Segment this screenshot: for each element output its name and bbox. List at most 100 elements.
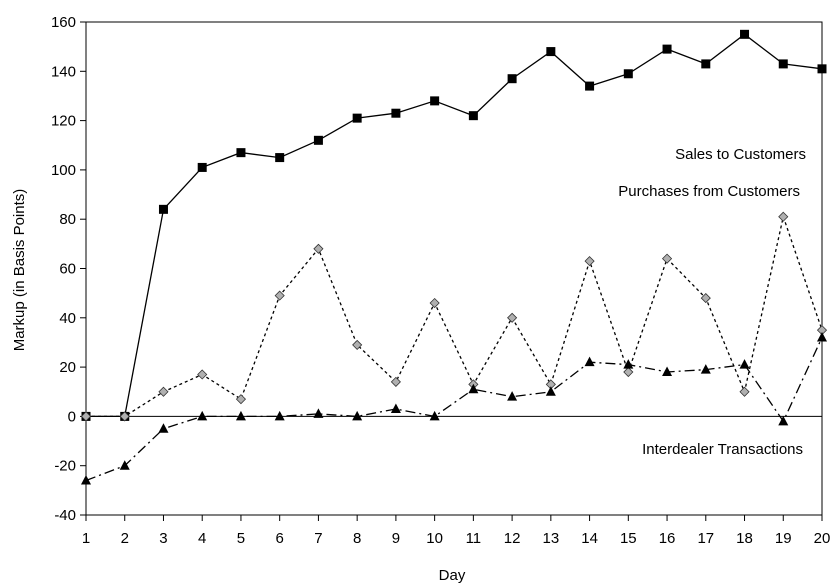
x-tick-label: 11 bbox=[466, 530, 482, 547]
x-tick-label: 8 bbox=[353, 530, 361, 547]
y-tick-label: 80 bbox=[59, 211, 76, 228]
data-point-purchases-from-customers bbox=[235, 394, 247, 405]
y-tick-label: 20 bbox=[59, 359, 76, 376]
y-tick-label: -20 bbox=[54, 458, 76, 475]
series-purchases-from-customers bbox=[80, 211, 828, 422]
data-point-sales-to-customers bbox=[197, 162, 207, 172]
data-point-interdealer-transactions bbox=[429, 410, 440, 421]
x-tick-label: 7 bbox=[314, 530, 322, 547]
data-point-interdealer-transactions bbox=[739, 359, 750, 369]
data-point-purchases-from-customers bbox=[778, 211, 789, 222]
x-tick-label: 3 bbox=[159, 530, 167, 547]
data-point-interdealer-transactions bbox=[584, 356, 595, 367]
data-point-interdealer-transactions bbox=[119, 460, 130, 470]
series-line-interdealer-transactions bbox=[85, 337, 823, 482]
data-point-purchases-from-customers bbox=[119, 411, 130, 422]
x-tick-label: 6 bbox=[276, 530, 284, 547]
y-tick-label: 160 bbox=[51, 14, 76, 31]
y-axis-ticks: -40 -20 0 20 40 60 80 100 120 140 160 bbox=[51, 14, 86, 524]
y-axis-title: Markup (in Basis Points) bbox=[11, 189, 28, 352]
x-tick-label: 12 bbox=[504, 530, 521, 547]
data-point-interdealer-transactions bbox=[274, 410, 285, 421]
x-tick-label: 4 bbox=[198, 530, 206, 547]
x-tick-label: 17 bbox=[697, 530, 714, 547]
data-point-purchases-from-customers bbox=[429, 297, 440, 309]
x-axis-title: Day bbox=[439, 567, 466, 584]
data-point-purchases-from-customers bbox=[80, 411, 92, 422]
series-sales-to-customers bbox=[81, 29, 827, 421]
y-tick-label: 60 bbox=[59, 261, 76, 278]
data-point-sales-to-customers bbox=[313, 135, 323, 145]
data-point-sales-to-customers bbox=[352, 113, 362, 123]
x-tick-label: 1 bbox=[82, 530, 90, 547]
data-point-sales-to-customers bbox=[740, 29, 750, 39]
y-tick-label: 0 bbox=[68, 408, 76, 425]
data-point-interdealer-transactions bbox=[390, 403, 401, 414]
data-point-sales-to-customers bbox=[701, 59, 711, 69]
data-point-purchases-from-customers bbox=[661, 253, 673, 264]
data-point-interdealer-transactions bbox=[700, 364, 711, 374]
data-point-interdealer-transactions bbox=[158, 423, 169, 433]
data-point-sales-to-customers bbox=[585, 81, 595, 91]
data-point-sales-to-customers bbox=[468, 111, 478, 121]
data-point-sales-to-customers bbox=[817, 64, 827, 74]
data-point-interdealer-transactions bbox=[545, 386, 556, 396]
x-tick-label: 13 bbox=[542, 530, 559, 547]
data-point-purchases-from-customers bbox=[739, 386, 750, 397]
data-point-sales-to-customers bbox=[275, 153, 285, 163]
y-tick-label: 120 bbox=[51, 113, 76, 130]
x-tick-label: 5 bbox=[237, 530, 245, 547]
data-point-interdealer-transactions bbox=[352, 410, 363, 421]
data-point-sales-to-customers bbox=[430, 96, 440, 106]
y-tick-label: 100 bbox=[51, 162, 76, 179]
data-point-sales-to-customers bbox=[236, 148, 246, 158]
data-point-sales-to-customers bbox=[507, 74, 517, 84]
data-point-sales-to-customers bbox=[546, 47, 556, 57]
data-point-interdealer-transactions bbox=[468, 383, 479, 394]
series-interdealer-transactions bbox=[81, 332, 827, 485]
x-tick-label: 2 bbox=[121, 530, 129, 547]
x-tick-label: 16 bbox=[659, 530, 676, 547]
data-point-purchases-from-customers bbox=[584, 256, 595, 267]
annotation-interdealer-transactions: Interdealer Transactions bbox=[642, 441, 803, 458]
y-tick-label: -40 bbox=[54, 507, 76, 524]
x-tick-label: 10 bbox=[426, 530, 443, 547]
data-point-sales-to-customers bbox=[778, 59, 788, 69]
data-point-interdealer-transactions bbox=[778, 415, 789, 426]
data-point-purchases-from-customers bbox=[158, 386, 169, 397]
series-line-purchases-from-customers bbox=[86, 214, 823, 418]
annotation-purchases-from-customers: Purchases from Customers bbox=[618, 183, 800, 200]
data-point-sales-to-customers bbox=[158, 204, 168, 214]
x-tick-label: 14 bbox=[581, 530, 598, 547]
data-point-sales-to-customers bbox=[623, 69, 633, 79]
data-point-purchases-from-customers bbox=[623, 366, 634, 378]
series-line-sales-to-customers bbox=[86, 33, 823, 418]
data-point-interdealer-transactions bbox=[817, 332, 827, 342]
x-tick-label: 15 bbox=[620, 530, 637, 547]
data-point-sales-to-customers bbox=[662, 44, 672, 54]
x-tick-label: 9 bbox=[392, 530, 400, 547]
y-tick-label: 140 bbox=[51, 63, 76, 80]
data-point-interdealer-transactions bbox=[235, 410, 246, 421]
x-tick-label: 18 bbox=[736, 530, 753, 547]
data-point-sales-to-customers bbox=[391, 108, 401, 118]
series-layer bbox=[80, 29, 828, 485]
data-point-purchases-from-customers bbox=[507, 312, 518, 323]
annotation-sales-to-customers: Sales to Customers bbox=[675, 146, 806, 163]
data-point-purchases-from-customers bbox=[390, 376, 401, 387]
data-point-purchases-from-customers bbox=[700, 293, 711, 304]
data-point-purchases-from-customers bbox=[313, 243, 324, 254]
x-tick-label: 19 bbox=[775, 530, 792, 547]
x-tick-label: 20 bbox=[814, 530, 831, 547]
data-point-interdealer-transactions bbox=[197, 410, 208, 421]
data-point-interdealer-transactions bbox=[623, 359, 634, 369]
y-tick-label: 40 bbox=[59, 310, 76, 327]
data-point-purchases-from-customers bbox=[352, 339, 363, 350]
data-point-purchases-from-customers bbox=[274, 290, 285, 301]
data-point-interdealer-transactions bbox=[662, 366, 673, 377]
data-point-interdealer-transactions bbox=[507, 391, 518, 401]
data-point-purchases-from-customers bbox=[197, 369, 208, 380]
x-axis-ticks: 1 2 3 4 5 6 7 8 9 10 11 12 13 14 15 16 17 18 19 20 bbox=[82, 515, 831, 547]
data-point-interdealer-transactions bbox=[313, 408, 324, 418]
